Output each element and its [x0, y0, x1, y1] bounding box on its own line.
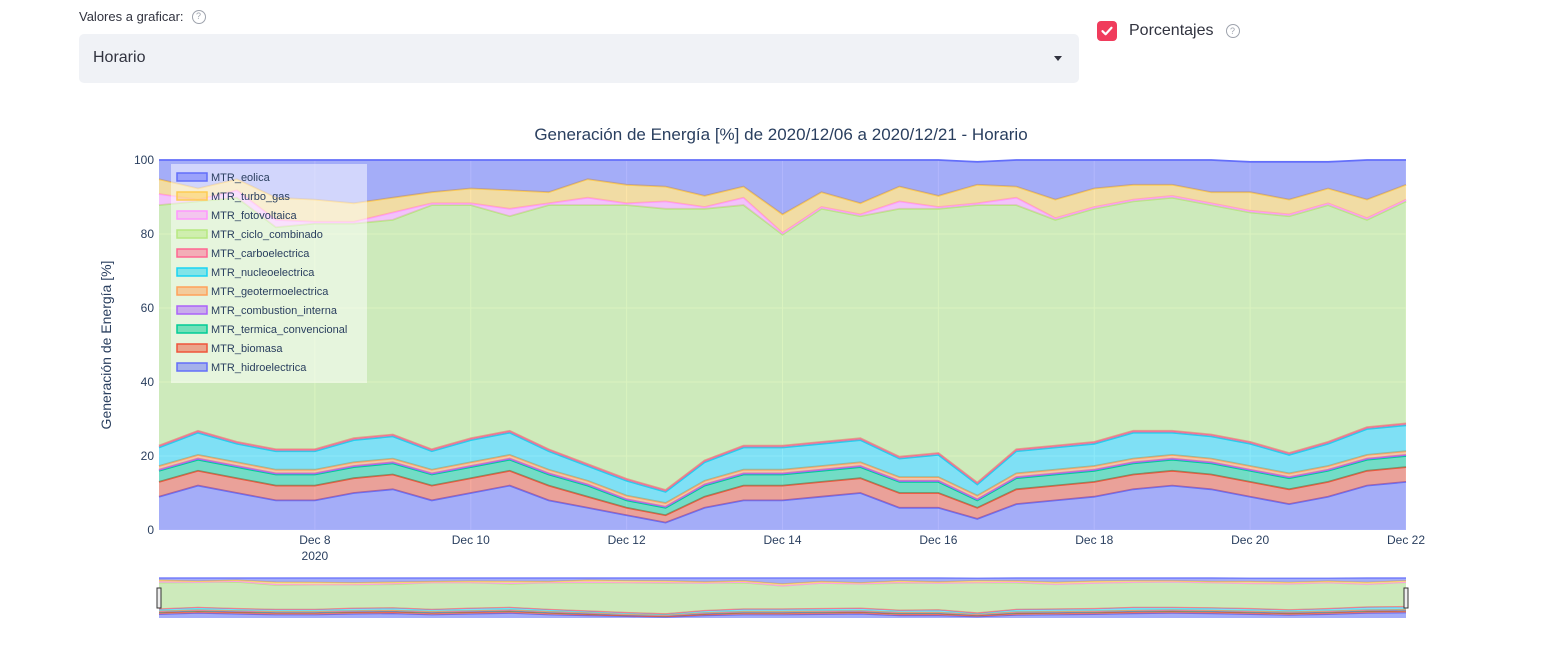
percent-checkbox-label: Porcentajes: [1129, 22, 1214, 39]
y-tick-label: 60: [141, 301, 155, 315]
x-tick-label: Dec 14: [763, 533, 801, 547]
range-handle-right[interactable]: [1403, 587, 1409, 609]
legend-swatch: [176, 305, 208, 315]
legend-item-label: MTR_fotovoltaica: [211, 210, 297, 222]
legend-item-label: MTR_biomasa: [211, 343, 283, 355]
check-icon: [1101, 26, 1113, 36]
legend-item-label: MTR_nucleoelectrica: [211, 267, 315, 279]
area-MTR_biomasa: [159, 467, 1406, 523]
legend: MTR_eolica MTR_turbo_gas MTR_fotovoltaica M…: [171, 164, 367, 383]
legend-swatch: [176, 286, 208, 296]
x-tick-label: Dec 20: [1231, 533, 1269, 547]
percent-checkbox[interactable]: [1097, 21, 1117, 41]
area-MTR_termica_convencional: [159, 456, 1406, 516]
area-MTR_geotermoelectrica: [159, 451, 1406, 507]
y-tick-label: 20: [141, 449, 155, 463]
x-tick-label: Dec 8: [299, 533, 331, 547]
legend-swatch: [176, 267, 208, 277]
line-MTR_eolica: [159, 159, 1406, 163]
legend-item-label: MTR_combustion_interna: [211, 305, 338, 317]
legend-swatch: [176, 362, 208, 372]
range-slider-areas: [158, 577, 1407, 618]
values-select[interactable]: Horario: [79, 34, 1079, 83]
x-tick-label: Dec 22: [1387, 533, 1425, 547]
range-area-MTR_ciclo_combinado: [159, 582, 1406, 614]
x-tick-label: Dec 10: [452, 533, 490, 547]
legend-item-label: MTR_eolica: [211, 172, 271, 184]
legend-item-label: MTR_termica_convencional: [211, 324, 347, 336]
chart-container: 0 20 40 60 80 100 Dec 8 2020 Dec 10 Dec 12 Dec 14 D…: [0, 110, 1562, 640]
x-tick-label: Dec 16: [919, 533, 957, 547]
energy-chart: 0 20 40 60 80 100 Dec 8 2020 Dec 10 Dec 12 Dec 14 D…: [98, 125, 1425, 618]
legend-swatch: [176, 324, 208, 334]
area-MTR_ciclo_combinado: [159, 197, 1406, 490]
chevron-down-icon: [1054, 56, 1062, 61]
range-handle-left[interactable]: [156, 587, 162, 609]
legend-item-label: MTR_geotermoelectrica: [211, 286, 329, 298]
area-MTR_fotovoltaica: [159, 190, 1406, 235]
legend-swatch: [176, 229, 208, 239]
x-tick-label: Dec 12: [608, 533, 646, 547]
y-tick-label: 100: [134, 153, 154, 167]
chart-title: Generación de Energía [%] de 2020/12/06 …: [534, 125, 1027, 144]
legend-item-label: MTR_carboelectrica: [211, 248, 310, 260]
select-label: Valores a graficar: ?: [79, 9, 206, 24]
legend-swatch: [176, 343, 208, 353]
stacked-areas: [158, 159, 1407, 530]
area-MTR_turbo_gas: [159, 179, 1406, 233]
help-icon[interactable]: ?: [1225, 24, 1240, 38]
y-axis-label: Generación de Energía [%]: [98, 261, 114, 430]
y-tick-label: 80: [141, 227, 155, 241]
legend-swatch: [176, 248, 208, 258]
range-area-MTR_eolica: [159, 578, 1406, 584]
select-value: Horario: [93, 49, 146, 66]
help-icon[interactable]: ?: [191, 9, 206, 24]
area-MTR_eolica: [159, 160, 1406, 215]
legend-item-label: MTR_turbo_gas: [211, 191, 290, 203]
percent-checkbox-group[interactable]: Porcentajes ?: [1097, 21, 1240, 41]
x-tick-sublabel: 2020: [302, 549, 329, 563]
legend-item-label: MTR_ciclo_combinado: [211, 229, 323, 241]
area-MTR_nucleoelectrica: [159, 425, 1406, 503]
select-label-text: Valores a graficar:: [79, 9, 184, 24]
legend-swatch: [176, 191, 208, 201]
legend-swatch: [176, 172, 208, 182]
x-tick-label: Dec 18: [1075, 533, 1113, 547]
y-tick-label: 0: [147, 523, 154, 537]
legend-item-label: MTR_hidroelectrica: [211, 362, 307, 374]
legend-swatch: [176, 210, 208, 220]
y-tick-label: 40: [141, 375, 155, 389]
